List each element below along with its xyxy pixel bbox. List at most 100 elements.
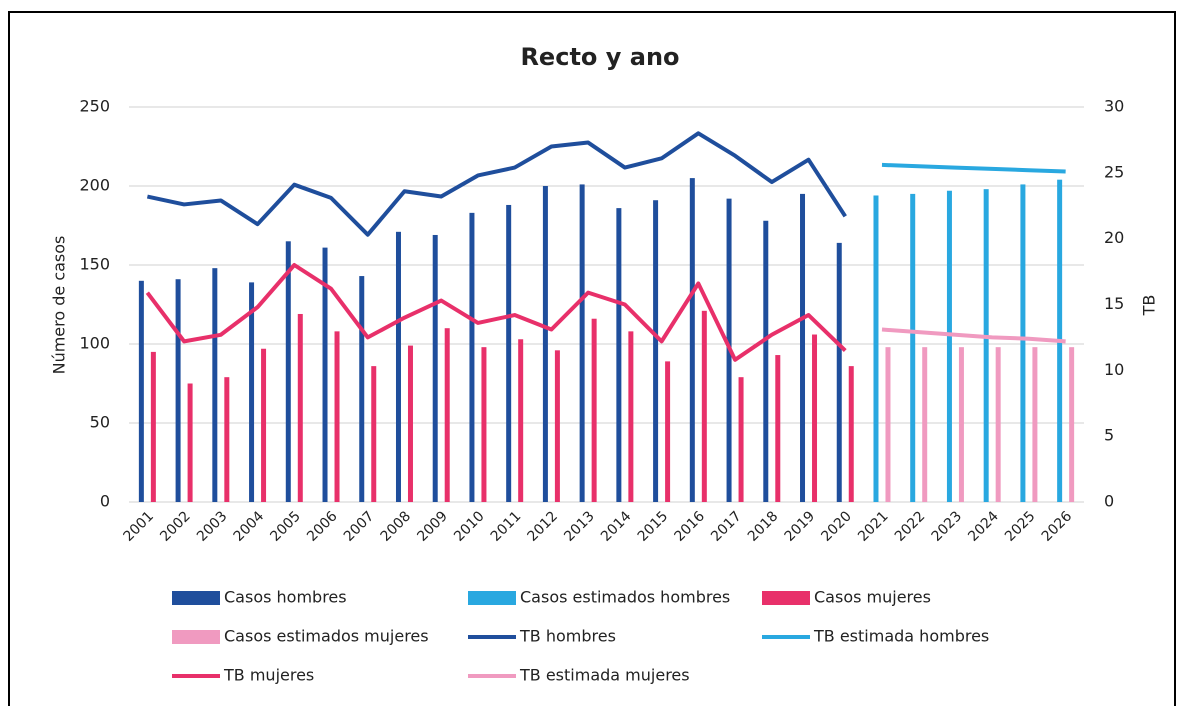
x-tick-label: 2018 xyxy=(745,508,782,545)
x-tick-label: 2012 xyxy=(525,508,562,545)
bar xyxy=(701,310,707,502)
y2-axis-label: TB xyxy=(1140,295,1159,317)
bar xyxy=(518,339,524,502)
bar xyxy=(616,208,622,502)
bar xyxy=(506,204,512,502)
y2-tick-label: 0 xyxy=(1104,492,1114,511)
x-tick-label: 2009 xyxy=(414,508,451,545)
y2-tick-label: 5 xyxy=(1104,426,1114,445)
bar xyxy=(812,334,818,502)
x-tick-label: 2015 xyxy=(635,508,672,545)
bar xyxy=(212,268,218,502)
x-tick-label: 2022 xyxy=(892,508,929,545)
legend-label: Casos hombres xyxy=(224,588,347,607)
x-tick-label: 2017 xyxy=(708,508,745,545)
bar xyxy=(628,331,634,502)
x-tick-label: 2001 xyxy=(121,508,158,545)
bar xyxy=(848,366,854,502)
y2-tick-label: 20 xyxy=(1104,228,1124,247)
bar xyxy=(800,193,806,502)
bar xyxy=(763,220,769,502)
bar xyxy=(444,328,450,502)
bar xyxy=(775,355,781,502)
bar xyxy=(983,189,989,502)
line xyxy=(881,162,1066,174)
bar xyxy=(261,348,267,502)
bar xyxy=(175,279,181,502)
bar xyxy=(946,190,952,503)
bar xyxy=(1069,347,1075,502)
line xyxy=(145,263,847,362)
x-tick-label: 2013 xyxy=(561,508,598,545)
x-tick-label: 2025 xyxy=(1002,508,1039,545)
bar xyxy=(371,366,377,502)
bar xyxy=(285,241,291,503)
x-tick-label: 2019 xyxy=(782,508,819,545)
bar xyxy=(579,184,585,503)
legend-label: TB hombres xyxy=(519,627,616,646)
bar xyxy=(334,331,340,502)
x-tick-label: 2007 xyxy=(341,508,378,545)
x-tick-label: 2016 xyxy=(671,508,708,545)
frame xyxy=(8,11,1176,706)
bar xyxy=(187,383,193,502)
x-tick-label: 2023 xyxy=(929,508,966,545)
legend-label: TB estimada hombres xyxy=(813,627,989,646)
bar xyxy=(554,350,560,502)
bar xyxy=(481,347,487,502)
x-tick-label: 2008 xyxy=(378,508,415,545)
bar xyxy=(224,377,230,502)
bar xyxy=(591,318,597,502)
bar xyxy=(689,178,695,502)
bar xyxy=(836,242,842,502)
x-tick-label: 2003 xyxy=(194,508,231,545)
bar xyxy=(653,200,659,502)
y-axis-label: Número de casos xyxy=(50,236,69,375)
legend-label: TB estimada mujeres xyxy=(519,666,690,685)
bar xyxy=(542,186,548,502)
x-tick-label: 2002 xyxy=(157,508,194,545)
legend-label: Casos estimados mujeres xyxy=(224,627,429,646)
y2-tick-label: 30 xyxy=(1104,97,1124,116)
bar xyxy=(395,231,401,502)
legend-swatch xyxy=(172,630,220,644)
x-tick-label: 2005 xyxy=(267,508,304,545)
y-tick-label: 200 xyxy=(79,176,110,195)
bar xyxy=(150,351,156,502)
bar xyxy=(738,377,744,502)
bar xyxy=(432,234,438,503)
x-tick-label: 2006 xyxy=(304,508,341,545)
bar xyxy=(873,195,879,503)
bar xyxy=(297,313,303,502)
bar xyxy=(885,347,891,502)
x-tick-label: 2004 xyxy=(231,508,268,545)
bar xyxy=(665,361,671,502)
legend-swatch xyxy=(172,591,220,605)
y2-tick-label: 10 xyxy=(1104,360,1124,379)
x-tick-label: 2011 xyxy=(488,508,525,545)
y2-tick-label: 15 xyxy=(1104,294,1124,313)
bar xyxy=(995,347,1001,502)
y-tick-label: 100 xyxy=(79,334,110,353)
bar xyxy=(910,193,916,502)
y-tick-label: 150 xyxy=(79,255,110,274)
y-tick-label: 0 xyxy=(100,492,110,511)
legend-swatch xyxy=(762,591,810,605)
x-tick-label: 2010 xyxy=(451,508,488,545)
line xyxy=(881,327,1066,344)
bar xyxy=(958,347,964,502)
x-tick-label: 2026 xyxy=(1039,508,1076,545)
x-tick-label: 2014 xyxy=(598,508,635,545)
bar xyxy=(922,347,928,502)
bar xyxy=(1032,347,1038,502)
x-tick-label: 2024 xyxy=(965,508,1002,545)
bar xyxy=(1020,184,1026,503)
legend-swatch xyxy=(468,591,516,605)
bar xyxy=(407,345,413,502)
y-tick-label: 250 xyxy=(79,97,110,116)
bar xyxy=(469,212,475,503)
bar xyxy=(359,276,365,502)
y-tick-label: 50 xyxy=(90,413,110,432)
bar xyxy=(138,280,144,502)
